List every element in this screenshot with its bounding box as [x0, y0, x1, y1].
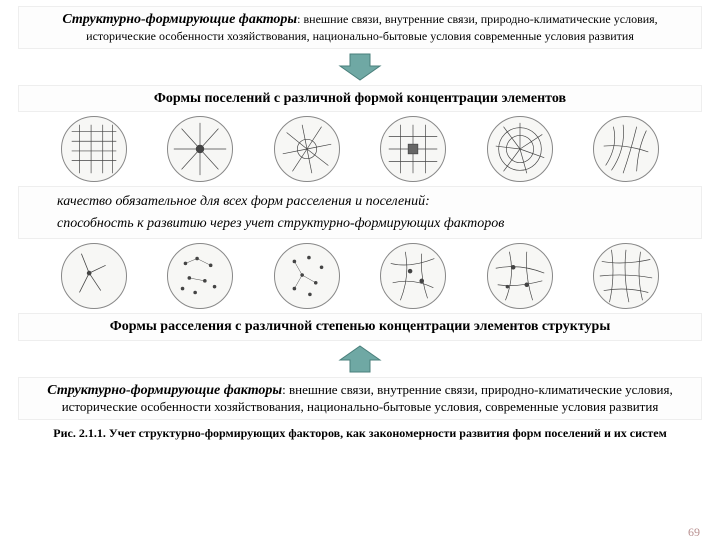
page-number: 69 [688, 525, 700, 540]
settlement-circle [593, 116, 659, 182]
settlement-circle [380, 116, 446, 182]
arrow-down-icon [338, 52, 382, 82]
dispersal-circle [380, 243, 446, 309]
factors-bottom-block: Структурно-формирующие факторы: внешние … [18, 377, 702, 421]
dispersal-circle [61, 243, 127, 309]
settlement-circle [61, 116, 127, 182]
arrow-down [0, 52, 720, 82]
settlement-forms-heading: Формы поселений с различной формой конце… [18, 85, 702, 113]
circles-row-bottom [20, 243, 700, 309]
quality-line1: качество обязательное для всех форм расс… [29, 191, 691, 213]
factors-bottom-title: Структурно-формирующие факторы [47, 383, 282, 398]
dispersal-forms-heading: Формы расселения с различной степенью ко… [18, 313, 702, 341]
factors-top-title: Структурно-формирующие факторы [62, 12, 297, 27]
quality-block: качество обязательное для всех форм расс… [18, 186, 702, 239]
dispersal-circle [593, 243, 659, 309]
figure-caption: Рис. 2.1.1. Учет структурно-формирующих … [30, 426, 690, 440]
arrow-up [0, 344, 720, 374]
settlement-circle [487, 116, 553, 182]
circles-row-top [20, 116, 700, 182]
factors-top-block: Структурно-формирующие факторы: внешние … [18, 6, 702, 49]
dispersal-circle [167, 243, 233, 309]
settlement-circle [167, 116, 233, 182]
dispersal-circle [487, 243, 553, 309]
settlement-circle [274, 116, 340, 182]
quality-line2: способность к развитию через учет структ… [29, 213, 691, 235]
dispersal-circle [274, 243, 340, 309]
arrow-up-icon [338, 344, 382, 374]
